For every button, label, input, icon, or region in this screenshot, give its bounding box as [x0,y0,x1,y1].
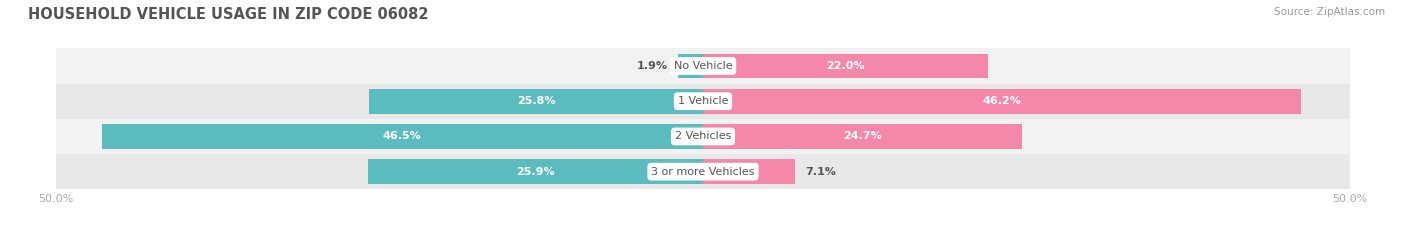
Text: 24.7%: 24.7% [844,131,882,141]
Text: 2 Vehicles: 2 Vehicles [675,131,731,141]
Text: 1.9%: 1.9% [637,61,668,71]
Text: 22.0%: 22.0% [827,61,865,71]
Text: 46.5%: 46.5% [382,131,422,141]
Text: 25.9%: 25.9% [516,167,555,177]
Bar [56,119,1350,154]
Text: 1 Vehicle: 1 Vehicle [678,96,728,106]
Bar [56,154,1350,189]
Text: Source: ZipAtlas.com: Source: ZipAtlas.com [1274,7,1385,17]
Bar [101,124,703,149]
Bar [368,159,703,184]
Text: No Vehicle: No Vehicle [673,61,733,71]
Bar [370,89,703,113]
Bar [679,54,703,78]
Text: 3 or more Vehicles: 3 or more Vehicles [651,167,755,177]
Text: 25.8%: 25.8% [517,96,555,106]
Text: HOUSEHOLD VEHICLE USAGE IN ZIP CODE 06082: HOUSEHOLD VEHICLE USAGE IN ZIP CODE 0608… [28,7,429,22]
Bar [56,84,1350,119]
Text: 7.1%: 7.1% [806,167,837,177]
Bar [703,124,1022,149]
Text: 46.2%: 46.2% [983,96,1021,106]
Bar [703,54,987,78]
Bar [703,159,794,184]
Bar [56,48,1350,84]
Bar [703,89,1301,113]
